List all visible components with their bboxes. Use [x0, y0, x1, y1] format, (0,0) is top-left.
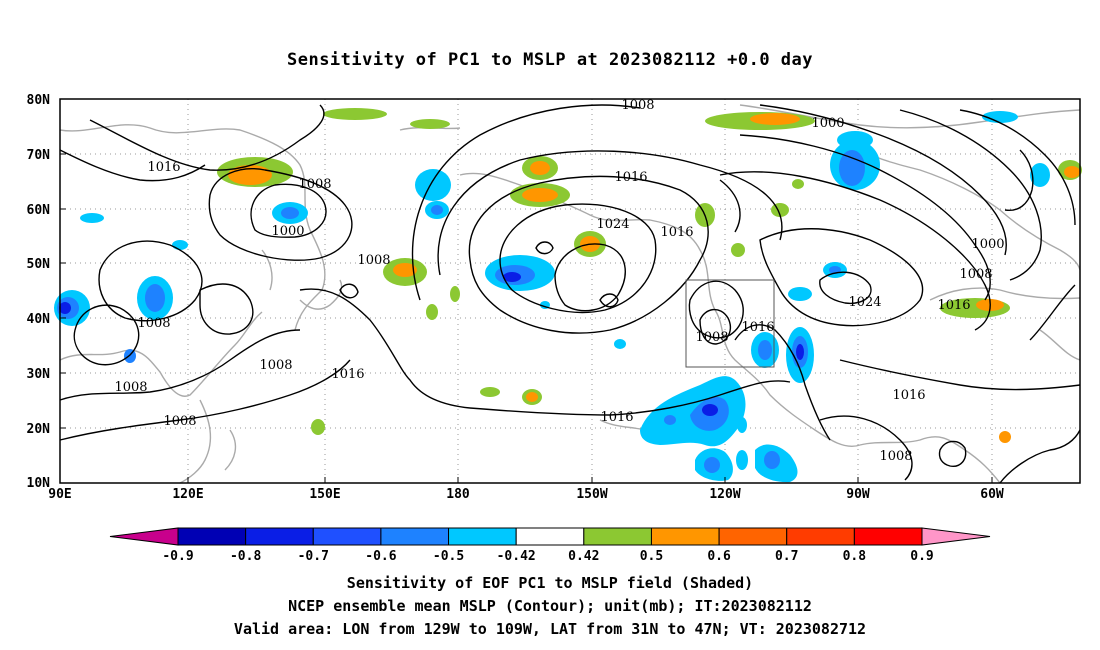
contour-label: 1008	[163, 414, 196, 429]
contour-label: 1008	[879, 449, 912, 464]
lon-label: 120W	[709, 487, 740, 502]
lat-label: 10N	[27, 476, 51, 491]
contour-label: 1024	[596, 217, 629, 232]
contour-label: 1000	[811, 116, 844, 131]
lat-label: 50N	[27, 257, 51, 272]
caption-line-3: Valid area: LON from 129W to 109W, LAT f…	[233, 620, 867, 638]
colorbar-label: 0.5	[640, 549, 663, 564]
contour-label: 1016	[331, 367, 364, 382]
lon-label: 150W	[576, 487, 607, 502]
colorbar-label: 0.6	[707, 549, 731, 564]
contour-label: 1016	[937, 298, 970, 313]
colorbar-label: -0.7	[298, 549, 329, 564]
contour-label: 1008	[298, 177, 331, 192]
contour-label: 1008	[114, 380, 147, 395]
contour-label: 1008	[259, 358, 292, 373]
colorbar-swatch	[718, 527, 788, 546]
colorbar-label: -0.9	[162, 549, 193, 564]
axis-ticks	[60, 153, 993, 483]
colorbar-label: 0.8	[843, 549, 867, 564]
colorbar-label: -0.5	[433, 549, 464, 564]
contour-labels: 1016 1008 1000 1008 1008 1008 1008 1008 …	[114, 98, 1004, 464]
contour-label: 1016	[147, 160, 180, 175]
colorbar-swatch	[312, 527, 382, 546]
colorbar-label: 0.42	[568, 549, 599, 564]
map-frame	[59, 98, 1081, 484]
colorbar-swatch	[786, 527, 855, 546]
colorbar-swatch	[853, 527, 923, 546]
contour-label: 1016	[600, 410, 633, 425]
colorbar-label: -0.6	[365, 549, 396, 564]
colorbar-swatch	[448, 527, 517, 546]
graticule	[60, 99, 1080, 483]
contour-label: 1016	[660, 225, 693, 240]
caption-line-2: NCEP ensemble mean MSLP (Contour); unit(…	[288, 597, 812, 615]
colorbar-swatch	[245, 527, 314, 546]
coastlines	[59, 104, 1081, 484]
contour-label: 1000	[971, 237, 1004, 252]
lon-label: 90E	[48, 487, 71, 502]
caption-line-1: Sensitivity of EOF PC1 to MSLP field (Sh…	[346, 574, 754, 592]
sensitivity-shading	[54, 108, 1082, 483]
contour-label: 1024	[848, 295, 881, 310]
contour-label: 1008	[695, 330, 728, 345]
colorbar-right-arrow	[921, 527, 991, 546]
colorbar-label: -0.42	[497, 549, 536, 564]
colorbar-swatch	[650, 527, 720, 546]
lon-label: 120E	[172, 487, 203, 502]
contour-label: 1008	[621, 98, 654, 113]
contour-label: 1016	[741, 320, 774, 335]
contour-label: 1016	[614, 170, 647, 185]
colorbar-label: 0.9	[910, 549, 933, 564]
lon-label: 90W	[846, 487, 870, 502]
lon-label: 60W	[980, 487, 1004, 502]
lon-label: 150E	[309, 487, 340, 502]
contour-label: 1008	[137, 316, 170, 331]
contour-label: 1016	[892, 388, 925, 403]
lat-label: 60N	[27, 203, 51, 218]
lat-label: 70N	[27, 148, 51, 163]
lon-label: 180	[446, 487, 470, 502]
lon-labels: 90E 120E 150E 180 150W 120W 90W 60W	[48, 487, 1004, 502]
colorbar-swatch	[177, 527, 247, 546]
contour-label: 1008	[959, 267, 992, 282]
colorbar: -0.9 -0.8 -0.7 -0.6 -0.5 -0.42 0.42 0.5 0.6 0.7 0.…	[109, 527, 991, 564]
lat-label: 40N	[27, 312, 51, 327]
colorbar-label: 0.7	[775, 549, 798, 564]
colorbar-swatch	[515, 527, 585, 546]
colorbar-label: -0.8	[230, 549, 261, 564]
mslp-contours	[59, 104, 1081, 484]
colorbar-swatch	[583, 527, 652, 546]
lat-label: 30N	[27, 367, 51, 382]
valid-area-box	[685, 279, 775, 368]
map-title: Sensitivity of PC1 to MSLP at 2023082112…	[286, 50, 813, 70]
colorbar-swatch	[380, 527, 450, 546]
contour-label: 1000	[271, 224, 304, 239]
contour-label: 1008	[357, 253, 390, 268]
lat-label: 80N	[27, 93, 51, 108]
lat-labels: 80N 70N 60N 50N 40N 30N 20N 10N	[27, 93, 51, 491]
colorbar-left-arrow	[109, 527, 179, 546]
lat-label: 20N	[27, 422, 51, 437]
